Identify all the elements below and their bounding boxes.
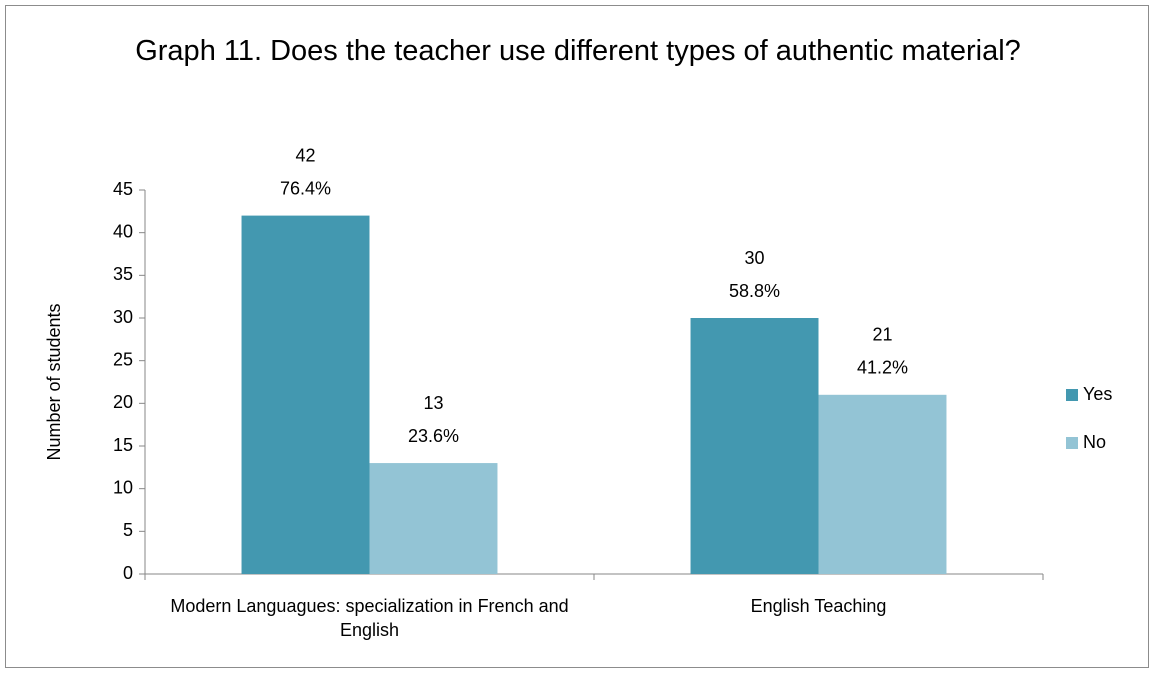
bar <box>369 463 498 574</box>
y-tick-label: 15 <box>113 435 133 455</box>
data-label: 30 <box>745 248 765 268</box>
y-tick-label: 20 <box>113 392 133 412</box>
legend-swatch <box>1066 389 1078 401</box>
legend-label: Yes <box>1083 384 1112 404</box>
chart-frame <box>5 5 1149 668</box>
y-tick-label: 30 <box>113 307 133 327</box>
legend-swatch <box>1066 437 1078 449</box>
y-tick-label: 40 <box>113 221 133 241</box>
y-tick-label: 35 <box>113 264 133 284</box>
y-tick-label: 0 <box>123 563 133 583</box>
chart-title: Graph 11. Does the teacher use different… <box>135 35 1021 67</box>
y-tick-label: 10 <box>113 477 133 497</box>
percent-label: 23.6% <box>408 426 459 446</box>
y-tick-label: 45 <box>113 179 133 199</box>
percent-label: 58.8% <box>729 281 780 301</box>
percent-label: 41.2% <box>857 358 908 378</box>
legend-label: No <box>1083 432 1106 452</box>
data-label: 21 <box>872 325 892 345</box>
x-tick-label: English Teaching <box>750 596 887 616</box>
x-tick-label: Modern Languagues: specialization in Fre… <box>170 596 569 641</box>
bar <box>241 215 370 574</box>
data-label: 42 <box>296 145 316 165</box>
y-tick-label: 25 <box>113 349 133 369</box>
bar <box>690 318 819 574</box>
y-tick-label: 5 <box>123 520 133 540</box>
bar <box>818 394 947 574</box>
data-label: 13 <box>423 393 443 413</box>
percent-label: 76.4% <box>280 178 331 198</box>
y-axis-label: Number of students <box>44 303 64 460</box>
